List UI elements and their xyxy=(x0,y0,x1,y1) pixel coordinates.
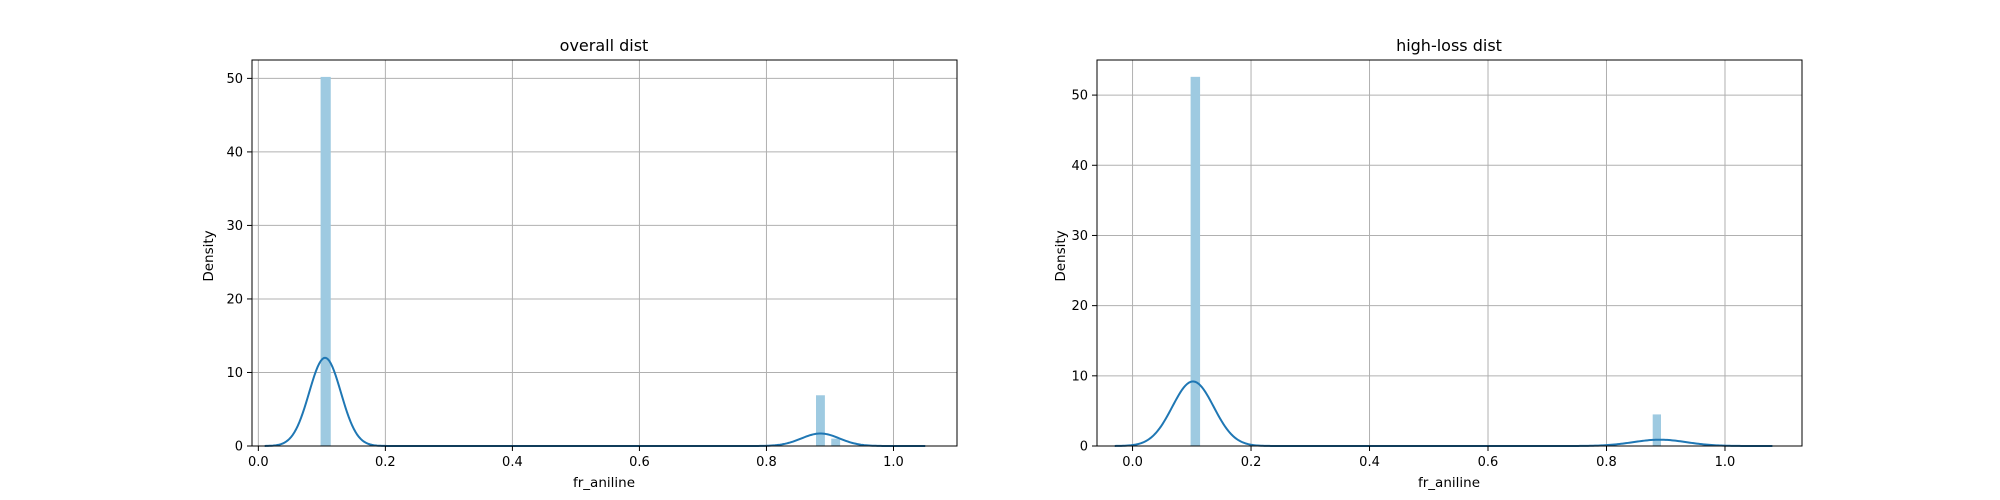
x-tick-label: 0.6 xyxy=(1478,455,1499,470)
y-tick-label: 10 xyxy=(226,366,243,381)
x-tick-label: 0.8 xyxy=(1596,455,1617,470)
histogram-bar xyxy=(831,438,841,446)
y-tick-label: 10 xyxy=(1071,369,1088,384)
x-tick-label: 1.0 xyxy=(1715,455,1736,470)
x-axis-label: fr_aniline xyxy=(1418,475,1480,491)
y-axis-label: Density xyxy=(1053,230,1069,281)
y-tick-label: 20 xyxy=(226,292,243,307)
x-tick-label: 1.0 xyxy=(883,455,904,470)
chart-title: high-loss dist xyxy=(1396,36,1502,55)
y-tick-label: 30 xyxy=(1071,229,1088,244)
y-tick-label: 40 xyxy=(226,145,243,160)
x-axis-label: fr_aniline xyxy=(573,475,635,491)
x-tick-label: 0.0 xyxy=(248,455,269,470)
histogram-bar xyxy=(320,76,331,447)
histogram-bar xyxy=(816,395,825,446)
plot-area-frame xyxy=(251,59,958,447)
histogram-bar xyxy=(1190,76,1201,447)
y-tick-label: 50 xyxy=(226,72,243,87)
x-tick-label: 0.4 xyxy=(502,455,523,470)
x-tick-label: 0.2 xyxy=(375,455,396,470)
x-tick-label: 0.0 xyxy=(1122,455,1143,470)
y-tick-label: 0 xyxy=(1080,440,1088,455)
plot-area-frame xyxy=(1096,59,1803,447)
y-tick-label: 50 xyxy=(1071,89,1088,104)
x-tick-label: 0.2 xyxy=(1241,455,1262,470)
x-tick-label: 0.6 xyxy=(629,455,650,470)
x-tick-label: 0.8 xyxy=(756,455,777,470)
kde-curve xyxy=(1114,380,1773,447)
y-tick-label: 0 xyxy=(235,440,243,455)
x-tick-label: 0.4 xyxy=(1359,455,1380,470)
chart-title: overall dist xyxy=(560,36,649,55)
y-tick-label: 30 xyxy=(226,219,243,234)
kde-curve xyxy=(264,356,926,447)
chart-panel-overall: overall dist fr_aniline Density 0.0 0.2 0.… xyxy=(201,36,958,491)
chart-panel-high-loss: high-loss dist fr_aniline Density 0.0 0.2… xyxy=(1053,36,1803,491)
histogram-bar xyxy=(1652,414,1661,446)
y-tick-label: 20 xyxy=(1071,299,1088,314)
y-tick-label: 40 xyxy=(1071,159,1088,174)
y-axis-label: Density xyxy=(201,230,217,281)
